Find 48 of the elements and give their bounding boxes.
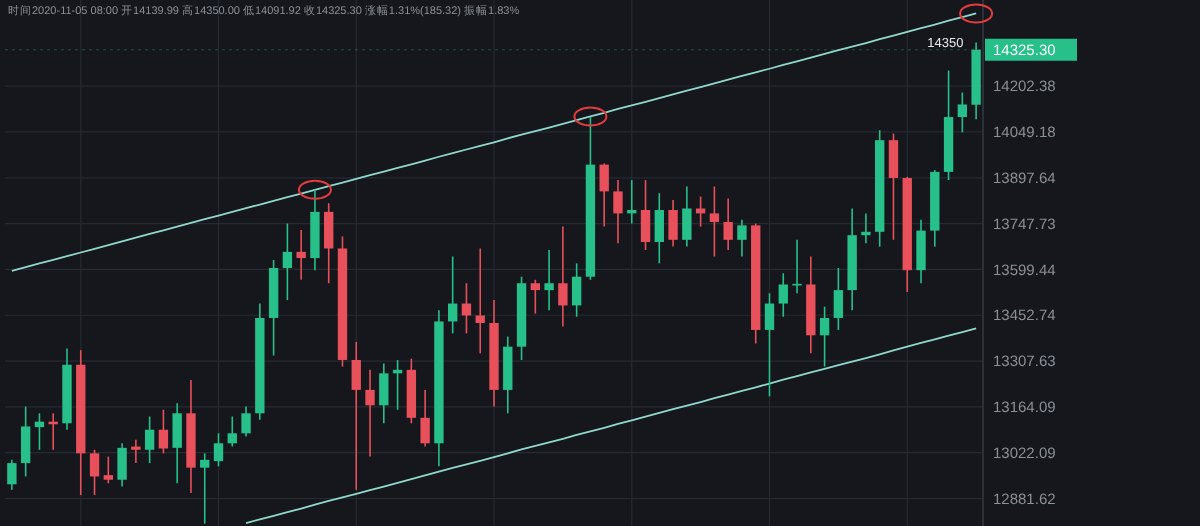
- candlestick: [861, 212, 871, 245]
- candlestick: [475, 247, 485, 355]
- candlestick: [530, 279, 541, 315]
- candlestick: [420, 389, 430, 448]
- candlestick: [213, 432, 224, 468]
- candlestick: [89, 448, 100, 496]
- line-series: [245, 327, 978, 524]
- candlestick: [819, 305, 830, 368]
- candlestick: [172, 402, 182, 485]
- candlestick: [778, 272, 788, 318]
- candlestick: [282, 222, 293, 301]
- candlestick: [916, 219, 926, 285]
- candlestick: [888, 132, 899, 241]
- candlestick: [709, 185, 720, 258]
- candlestick: [833, 267, 844, 331]
- candlestick: [737, 219, 747, 258]
- candlestick: [571, 262, 582, 318]
- candlestick: [7, 459, 17, 491]
- candlestick: [241, 405, 251, 438]
- candlestick: [365, 369, 375, 458]
- candlestick: [310, 189, 320, 271]
- candlestick: [558, 225, 568, 328]
- candlestick: [723, 197, 733, 251]
- candlestick: [406, 357, 417, 425]
- candlestick: [117, 442, 127, 488]
- candlestick: [296, 229, 306, 281]
- candlestick: [103, 455, 113, 485]
- candlestick: [20, 405, 31, 478]
- candlestick: [613, 179, 623, 245]
- candlestick: [144, 415, 155, 464]
- candlestick: [379, 362, 389, 425]
- candlestick: [200, 452, 210, 525]
- candlestick: [654, 192, 664, 265]
- candlestick: [695, 195, 706, 228]
- candlestick: [351, 341, 361, 491]
- candlestick: [640, 179, 651, 251]
- candlestick: [324, 202, 334, 285]
- candlestick: [957, 91, 968, 134]
- candlestick: [503, 335, 513, 415]
- candlestick: [158, 408, 169, 455]
- candlestick: [599, 162, 609, 228]
- candlestick: [447, 255, 458, 335]
- candlestick: [668, 199, 678, 248]
- candlestick: [544, 249, 554, 311]
- candlestick: [682, 185, 692, 248]
- candlestick: [227, 415, 237, 448]
- candlestick: [764, 292, 775, 398]
- candlestick: [131, 438, 141, 464]
